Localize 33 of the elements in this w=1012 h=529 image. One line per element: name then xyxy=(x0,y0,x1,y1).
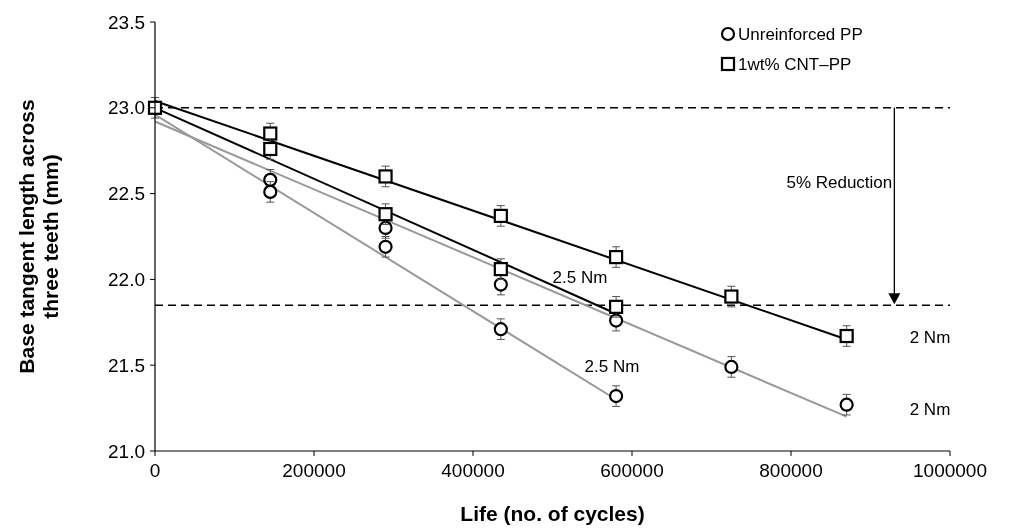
y-tick-label: 23.5 xyxy=(108,11,145,33)
x-tick-label: 200000 xyxy=(282,460,346,481)
annotation: 2.5 Nm xyxy=(584,356,640,376)
x-tick-label: 400000 xyxy=(441,460,505,481)
point xyxy=(724,289,739,304)
y-tick-label: 22.5 xyxy=(108,183,145,205)
y-tick-label: 22.0 xyxy=(108,269,145,291)
x-tick-label: 0 xyxy=(149,460,161,481)
legend-label: 1wt% CNT–PP xyxy=(738,54,852,74)
y-tick-label: 21.5 xyxy=(108,354,145,376)
point xyxy=(839,397,854,412)
y-tick-label: 21.0 xyxy=(108,440,145,462)
point xyxy=(263,126,278,141)
point xyxy=(493,277,508,292)
legend-label: Unreinforced PP xyxy=(738,24,863,44)
point xyxy=(493,262,508,277)
annotation: 2 Nm xyxy=(909,327,951,347)
point xyxy=(378,239,393,254)
point xyxy=(378,207,393,222)
y-tick-label: 23.0 xyxy=(108,97,145,119)
y-axis-title: Base tangent length across three teeth (mm) xyxy=(14,99,62,374)
point xyxy=(263,172,278,187)
x-axis-title: Life (no. of cycles) xyxy=(460,502,645,525)
point xyxy=(493,322,508,337)
point xyxy=(378,169,393,184)
x-tick-label: 1000000 xyxy=(913,460,987,481)
annotation: 5% Reduction xyxy=(786,172,893,192)
annotation: 2 Nm xyxy=(909,399,951,419)
x-tick-label: 800000 xyxy=(759,460,823,481)
point xyxy=(263,184,278,199)
annotation: 2.5 Nm xyxy=(552,267,608,287)
x-tick-label: 600000 xyxy=(600,460,664,481)
point xyxy=(609,299,624,314)
